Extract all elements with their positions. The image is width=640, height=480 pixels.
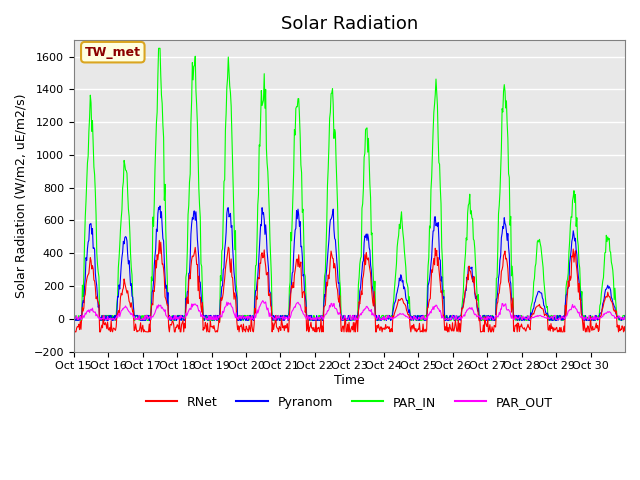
RNet [156,238,163,243]
Pyranom [156,203,164,209]
RNet [72,329,79,335]
Pyranom [285,306,293,312]
RNet [265,292,273,298]
Legend: RNet, Pyranom, PAR_IN, PAR_OUT: RNet, Pyranom, PAR_IN, PAR_OUT [141,391,558,414]
X-axis label: Time: Time [334,374,365,387]
Pyranom [408,313,415,319]
Pyranom [70,314,77,320]
PAR_OUT [621,314,629,320]
PAR_IN [134,313,142,319]
Text: TW_met: TW_met [85,46,141,59]
PAR_OUT [285,312,292,318]
PAR_IN [155,46,163,51]
PAR_OUT [264,305,271,311]
PAR_OUT [407,313,415,319]
Pyranom [72,317,79,323]
RNet [237,322,245,327]
Pyranom [265,266,273,272]
Pyranom [438,290,446,296]
Pyranom [621,313,629,319]
Line: PAR_OUT: PAR_OUT [74,300,625,320]
PAR_IN [285,317,292,323]
PAR_IN [621,312,629,318]
PAR_OUT [236,315,244,321]
PAR_IN [237,317,244,323]
RNet [621,328,629,334]
PAR_IN [264,168,271,174]
PAR_IN [407,312,415,318]
PAR_IN [438,244,445,250]
Line: Pyranom: Pyranom [74,206,625,320]
RNet [438,299,446,304]
RNet [285,312,293,318]
RNet [135,328,143,334]
Title: Solar Radiation: Solar Radiation [281,15,418,33]
PAR_OUT [438,315,445,321]
PAR_OUT [70,317,77,323]
Line: PAR_IN: PAR_IN [74,48,625,320]
RNet [408,324,415,329]
PAR_OUT [259,298,267,303]
Line: RNet: RNet [74,240,625,332]
PAR_OUT [134,317,142,323]
PAR_IN [70,317,77,323]
RNet [70,326,77,332]
Pyranom [237,317,245,323]
Pyranom [135,314,143,320]
Y-axis label: Solar Radiation (W/m2, uE/m2/s): Solar Radiation (W/m2, uE/m2/s) [15,94,28,298]
